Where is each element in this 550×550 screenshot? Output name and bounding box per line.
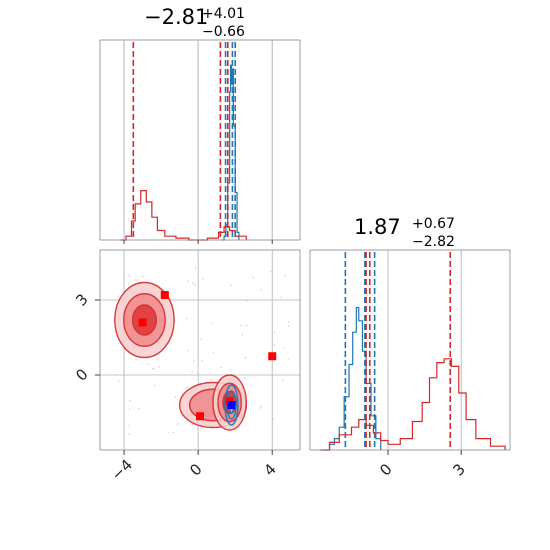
red-marker [196, 412, 204, 421]
scatter-point [194, 283, 196, 286]
scatter-point [252, 276, 255, 279]
scatter-point [192, 282, 194, 284]
y-tick-label: 3 [72, 290, 91, 309]
scatter-point [135, 358, 137, 361]
scatter-point [172, 431, 174, 434]
panel-frame [99, 249, 301, 451]
scatter-point [191, 423, 194, 426]
scatter-point [241, 333, 244, 336]
red-marker [138, 318, 147, 327]
scatter-point [287, 358, 290, 361]
x-tick-label: 0 [376, 460, 395, 479]
scatter-point [273, 331, 276, 334]
scatter-point [212, 351, 215, 354]
scatter-point [281, 379, 284, 382]
scatter-point [249, 375, 252, 377]
scatter-point [115, 373, 117, 376]
scatter-point [280, 296, 283, 298]
blue-contour [224, 384, 239, 426]
scatter-point [128, 408, 131, 410]
scatter-point [118, 379, 120, 382]
scatter-point [259, 405, 262, 408]
scatter-point [186, 317, 189, 320]
y-tick-label: 0 [72, 365, 91, 384]
scatter-point [177, 423, 179, 425]
scatter-point [219, 366, 222, 369]
scatter-point [158, 366, 160, 369]
panel-title-sub: −0.66 [202, 24, 245, 40]
scatter-point [201, 277, 204, 280]
scatter-point [187, 349, 189, 352]
panel-title: −2.81 [144, 5, 208, 29]
hist-series-blue [222, 64, 240, 241]
hist-series-red [319, 358, 506, 451]
scatter-point [230, 284, 232, 287]
hist-series-blue [324, 306, 382, 451]
scatter-point [194, 267, 197, 270]
scatter-point [123, 372, 125, 374]
scatter-point [122, 272, 125, 275]
panel-title-sup: +4.01 [202, 6, 245, 22]
scatter-point [137, 407, 140, 410]
scatter-point [240, 324, 242, 327]
scatter-point [244, 356, 247, 359]
scatter-point [153, 368, 155, 371]
scatter-point [200, 427, 203, 430]
scatter-point [200, 338, 202, 341]
scatter-point [147, 363, 149, 366]
scatter-point [245, 299, 248, 302]
scatter-point [288, 325, 290, 328]
scatter-point [151, 367, 154, 370]
scatter-point [210, 378, 212, 381]
scatter-point [245, 324, 248, 327]
scatter-point [128, 424, 131, 427]
panel-frame [99, 39, 301, 241]
panel-title-sup: +0.67 [412, 216, 455, 232]
scatter-point [156, 359, 159, 361]
scatter-point [174, 396, 177, 398]
scatter-point [284, 274, 287, 277]
scatter-point [269, 270, 272, 273]
scatter-point [162, 374, 165, 377]
scatter-point [211, 322, 214, 325]
scatter-point [141, 275, 144, 278]
x-tick-label: −4 [108, 456, 136, 484]
scatter-point [243, 377, 246, 380]
hist-panel-bottom-right: 1.87 +0.67 −2.82 [309, 215, 511, 451]
scatter-point [282, 346, 285, 349]
scatter-point [288, 321, 290, 324]
panel-title: 1.87 [354, 215, 401, 239]
scatter-point [187, 280, 190, 282]
x-tick-label: 4 [260, 460, 279, 479]
red-marker [160, 291, 169, 299]
scatter-point [193, 359, 196, 362]
panel-frame [309, 249, 511, 451]
x-tick-label: 0 [186, 460, 205, 479]
scatter-point [186, 386, 188, 389]
blue-marker [227, 401, 236, 409]
red-marker [268, 352, 277, 361]
scatter-point [201, 359, 203, 362]
scatter-point [272, 418, 275, 421]
scatter-point [271, 390, 274, 393]
x-tick-label: 3 [449, 460, 468, 479]
scatter-point [127, 274, 130, 277]
scatter-point [135, 279, 137, 282]
scatter-point [167, 431, 170, 434]
scatter-point [260, 289, 262, 291]
scatter-point [128, 432, 131, 435]
contour-panel: −4 0 4 3 0 [72, 249, 301, 484]
panel-title-sub: −2.82 [412, 234, 455, 250]
scatter-point [273, 344, 276, 346]
scatter-point [127, 282, 130, 285]
scatter-point [191, 370, 194, 373]
scatter-point [129, 399, 131, 402]
hist-panel-top-left: −2.81+4.01 −0.66 [99, 5, 301, 241]
scatter-point [154, 384, 157, 387]
scatter-point [260, 407, 262, 409]
